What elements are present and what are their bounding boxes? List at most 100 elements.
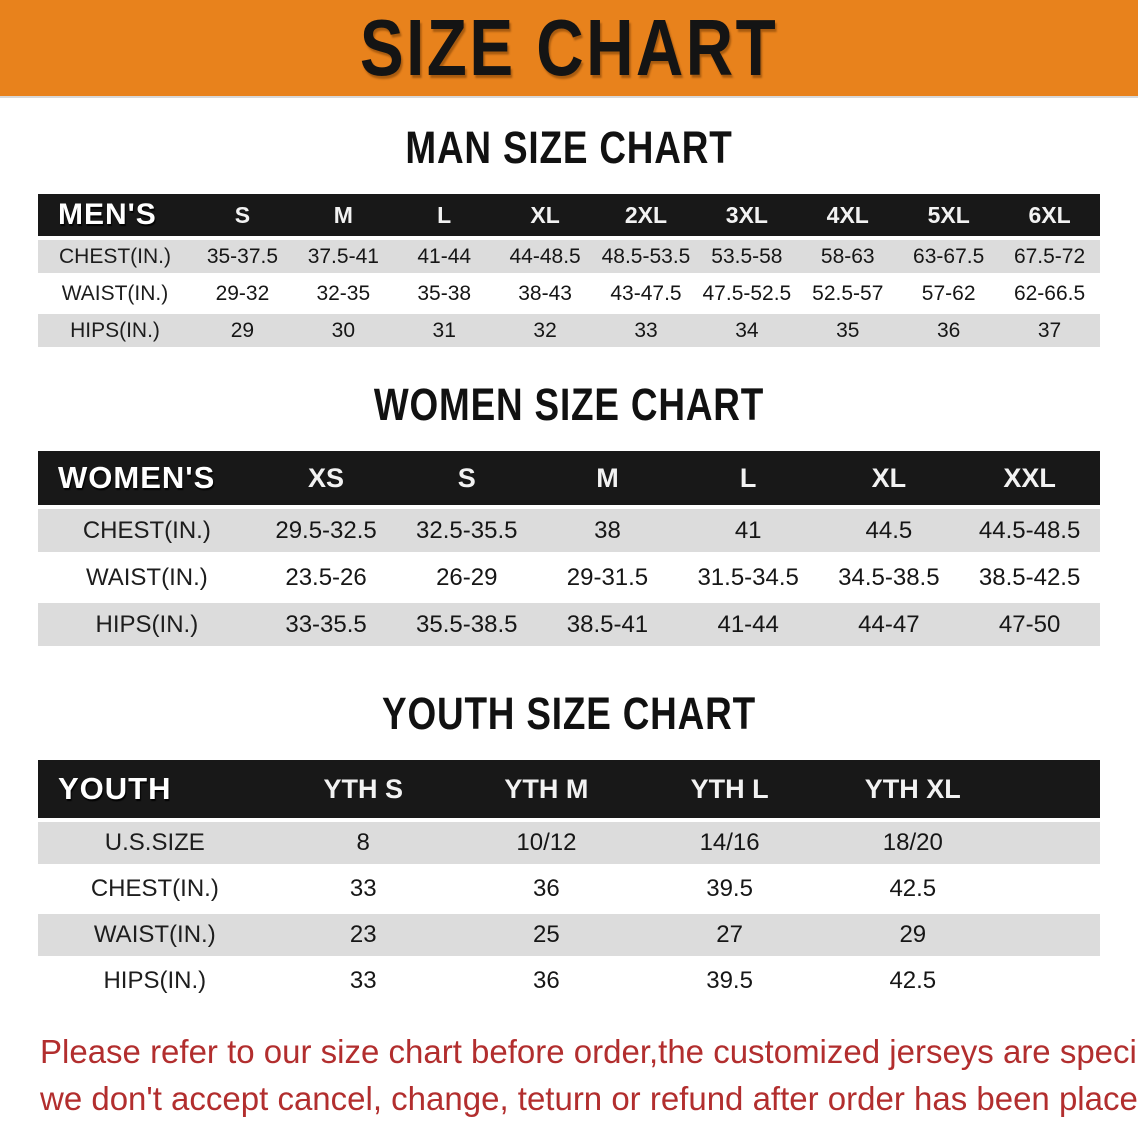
table-label-header-women: WOMEN'S <box>38 451 256 505</box>
section-title-men: MAN SIZE CHART <box>405 122 733 173</box>
table-row-women-waist-in-: WAIST(IN.) 23.5-26 26-29 29-31.5 31.5-34.5 34… <box>38 556 1100 599</box>
cell: 29-31.5 <box>566 563 649 591</box>
column-header-youth-3: YTH XL <box>821 760 1005 818</box>
disclaimer-line-2: we don't accept cancel, change, teturn o… <box>40 1080 1138 1117</box>
row-label: HIPS(IN.) <box>70 318 160 342</box>
cell: 44.5 <box>865 516 913 544</box>
table-row-men-hips-in-: HIPS(IN.) 29 30 31 32 33 34 35 36 37 <box>38 314 1100 347</box>
cell: 35-37.5 <box>206 244 279 268</box>
table-row-men-waist-in-: WAIST(IN.) 29-32 32-35 35-38 38-43 43-47.5 47.… <box>38 277 1100 310</box>
row-label: CHEST(IN.) <box>82 516 211 544</box>
cell: 23.5-26 <box>285 563 367 591</box>
column-header-men-0: S <box>191 194 293 236</box>
column-header-men-2: L <box>393 194 495 236</box>
banner: SIZE CHART <box>0 0 1138 98</box>
cell: 31 <box>432 318 456 342</box>
cell: 41-44 <box>417 244 472 268</box>
cell-filler <box>1004 914 1100 956</box>
cell: 8 <box>356 829 370 856</box>
column-header-women-1: S <box>396 451 538 505</box>
cell: 32 <box>533 318 557 342</box>
cell: 67.5-72 <box>1013 244 1086 268</box>
cell: 39.5 <box>706 875 753 902</box>
cell: 23 <box>349 921 377 948</box>
cell: 62-66.5 <box>1013 281 1086 305</box>
cell: 57-62 <box>921 281 976 305</box>
cell: 34.5-38.5 <box>838 563 940 591</box>
cell: 36 <box>533 967 560 994</box>
cell: 32-35 <box>316 281 371 305</box>
column-header-men-4: 2XL <box>595 194 697 236</box>
cell: 29 <box>230 318 255 342</box>
cell: 63-67.5 <box>913 244 985 268</box>
cell: 35.5-38.5 <box>416 610 518 638</box>
column-header-women-4: XL <box>818 451 960 505</box>
sections-container: MAN SIZE CHART MEN'S S M L XL 2XL 3XL 4XL 5XL 6XL C… <box>0 122 1138 1006</box>
cell: 18/20 <box>882 829 943 856</box>
table-label-header-men: MEN'S <box>38 194 192 236</box>
cell: 41-44 <box>717 610 779 638</box>
row-label: HIPS(IN.) <box>95 610 199 638</box>
column-header-men-8: 6XL <box>999 194 1100 236</box>
cell: 35 <box>836 318 860 342</box>
row-label: CHEST(IN.) <box>90 875 219 902</box>
cell: 58-63 <box>820 244 875 268</box>
cell: 44.5-48.5 <box>978 516 1081 544</box>
cell: 32.5-35.5 <box>416 516 518 544</box>
size-table-youth: YOUTH YTH S YTH M YTH L YTH XL U.S.SIZE 8 10/12… <box>38 756 1100 1006</box>
table-header-row-youth: YOUTH YTH S YTH M YTH L YTH XL <box>38 760 1100 818</box>
row-label: U.S.SIZE <box>104 829 205 856</box>
cell: 31.5-34.5 <box>697 563 799 591</box>
cell-filler <box>1004 960 1100 1002</box>
cell: 27 <box>716 921 743 948</box>
column-header-men-1: M <box>292 194 394 236</box>
cell: 36 <box>533 875 560 902</box>
cell: 36 <box>936 318 961 342</box>
table-header-row-men: MEN'S S M L XL 2XL 3XL 4XL 5XL 6XL <box>38 194 1100 236</box>
cell: 30 <box>331 318 355 342</box>
cell: 14/16 <box>699 829 760 856</box>
cell: 25 <box>533 921 560 948</box>
cell: 44-47 <box>858 610 920 638</box>
cell: 42.5 <box>889 967 937 994</box>
cell-filler <box>1004 868 1100 910</box>
column-header-women-3: L <box>677 451 819 505</box>
cell: 47-50 <box>998 610 1061 638</box>
column-header-women-0: XS <box>255 451 397 505</box>
cell: 34 <box>735 318 759 342</box>
cell: 35-38 <box>417 281 472 305</box>
cell: 38-43 <box>518 281 572 305</box>
cell-filler <box>1004 822 1100 864</box>
table-row-youth-hips-in-: HIPS(IN.) 33 36 39.5 42.5 <box>38 960 1100 1002</box>
banner-title: SIZE CHART <box>359 3 779 92</box>
cell: 33 <box>634 318 658 342</box>
table-row-youth-u-s-size: U.S.SIZE 8 10/12 14/16 18/20 <box>38 822 1100 864</box>
column-header-filler <box>1004 760 1100 818</box>
column-header-men-7: 5XL <box>898 194 1000 236</box>
cell: 53.5-58 <box>711 244 783 268</box>
column-header-men-5: 3XL <box>696 194 798 236</box>
row-label: WAIST(IN.) <box>93 921 216 948</box>
cell: 29-32 <box>215 281 270 305</box>
size-table-men: MEN'S S M L XL 2XL 3XL 4XL 5XL 6XL CHEST(IN.) 35-37… <box>38 190 1100 351</box>
cell: 42.5 <box>889 875 937 902</box>
cell: 39.5 <box>706 967 753 994</box>
cell: 33-35.5 <box>285 610 367 638</box>
cell: 47.5-52.5 <box>702 281 792 305</box>
cell: 26-29 <box>436 563 498 591</box>
cell: 52.5-57 <box>812 281 884 305</box>
cell: 33 <box>349 967 377 994</box>
cell: 38 <box>594 516 621 544</box>
section-youth: YOUTH SIZE CHART YOUTH YTH S YTH M YTH L YTH … <box>0 691 1138 1006</box>
row-label: WAIST(IN.) <box>85 563 208 591</box>
cell: 10/12 <box>516 829 577 856</box>
column-header-youth-0: YTH S <box>271 760 455 818</box>
disclaimer: Please refer to our size chart before or… <box>40 1028 1138 1122</box>
column-header-women-2: M <box>537 451 678 505</box>
column-header-women-5: XXL <box>959 451 1100 505</box>
cell: 38.5-42.5 <box>978 563 1081 591</box>
table-row-men-chest-in-: CHEST(IN.) 35-37.5 37.5-41 41-44 44-48.5 48.5… <box>38 240 1100 273</box>
table-row-youth-chest-in-: CHEST(IN.) 33 36 39.5 42.5 <box>38 868 1100 910</box>
table-row-youth-waist-in-: WAIST(IN.) 23 25 27 29 <box>38 914 1100 956</box>
